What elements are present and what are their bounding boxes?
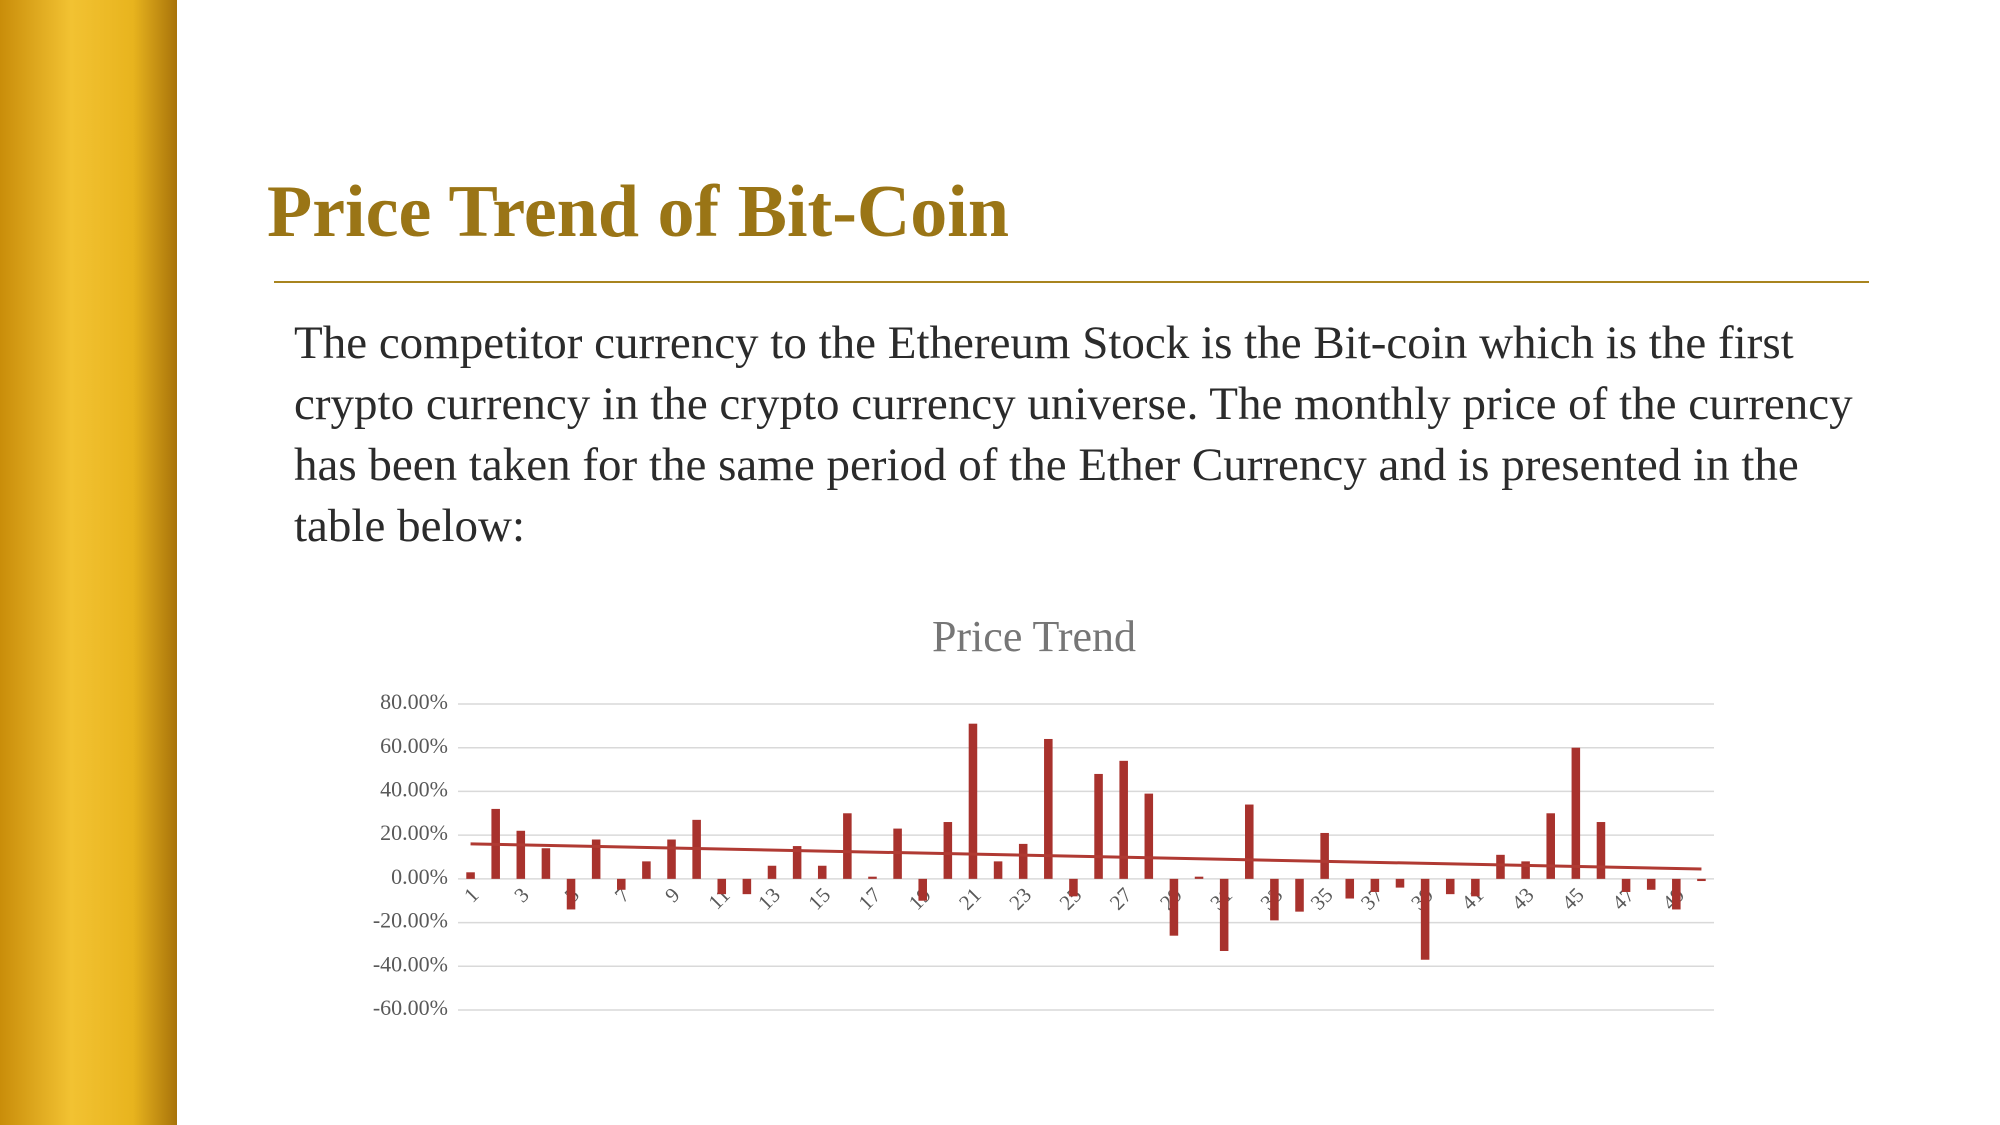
bar: [541, 848, 551, 879]
bar: [1295, 878, 1304, 912]
bar: [617, 878, 626, 890]
bar: [1270, 878, 1279, 921]
bar: [1219, 878, 1229, 951]
y-tick-label: 80.00%: [380, 689, 448, 714]
bar: [1194, 876, 1204, 879]
chart-title: Price Trend: [932, 612, 1136, 661]
body-text: The competitor currency to the Ethereum …: [294, 317, 1853, 552]
bar: [868, 876, 877, 879]
bar: [1672, 878, 1681, 910]
bar: [516, 830, 526, 879]
bar: [1571, 747, 1581, 879]
bar: [1169, 878, 1179, 936]
slide-title: Price Trend of Bit-Coin: [267, 171, 1009, 253]
bar: [1069, 878, 1078, 897]
y-tick-label: 20.00%: [380, 820, 448, 845]
bar: [1596, 822, 1606, 879]
bar: [968, 723, 978, 879]
bar: [1445, 878, 1455, 895]
y-tick-label: -20.00%: [373, 908, 448, 933]
decorative-panel: [0, 0, 177, 1125]
x-tick-label: 15: [803, 883, 835, 915]
bar: [466, 872, 475, 879]
x-tick-label: 35: [1306, 883, 1338, 915]
bar: [1345, 878, 1355, 899]
title-rule: [274, 281, 1869, 283]
x-tick-label: 17: [854, 883, 886, 915]
bar: [667, 839, 676, 879]
x-tick-label: 45: [1557, 883, 1589, 915]
bar: [792, 846, 802, 879]
bar: [1546, 813, 1555, 879]
bar: [1646, 878, 1656, 890]
bar: [1420, 878, 1430, 960]
bar: [843, 813, 852, 879]
x-tick-label: 43: [1507, 883, 1539, 915]
bar: [918, 878, 927, 901]
bar: [1471, 878, 1480, 897]
bar: [1395, 878, 1405, 888]
bar: [742, 878, 752, 895]
x-tick-label: 1: [459, 883, 483, 907]
trendline: [470, 842, 1702, 871]
bar: [566, 878, 576, 910]
y-tick-label: 60.00%: [380, 733, 448, 758]
y-tick-label: 0.00%: [391, 864, 448, 889]
bar: [1144, 793, 1154, 879]
x-tick-label: 13: [753, 883, 785, 915]
x-tick-label: 21: [954, 883, 986, 915]
bar: [1496, 854, 1505, 879]
bar: [717, 878, 727, 895]
bar: [1094, 773, 1103, 879]
bar: [591, 839, 601, 879]
bar: [993, 861, 1003, 879]
bar: [1697, 878, 1706, 882]
bar: [1621, 878, 1631, 892]
bar: [943, 822, 953, 879]
x-tick-label: 9: [660, 883, 684, 907]
bar: [1044, 738, 1053, 879]
bar: [1521, 861, 1530, 879]
bar: [642, 861, 651, 879]
bar: [1370, 878, 1380, 892]
y-tick-label: -60.00%: [373, 995, 448, 1020]
x-tick-label: 27: [1105, 883, 1137, 915]
bar: [1320, 832, 1329, 879]
bar: [1245, 804, 1254, 879]
bar: [817, 865, 827, 879]
y-tick-label: 40.00%: [380, 776, 448, 801]
bar: [767, 865, 777, 879]
y-tick-label: -40.00%: [373, 951, 448, 976]
x-tick-label: 23: [1004, 883, 1036, 915]
bar: [1018, 843, 1028, 879]
bar: [1119, 760, 1128, 879]
x-tick-label: 3: [509, 883, 533, 907]
